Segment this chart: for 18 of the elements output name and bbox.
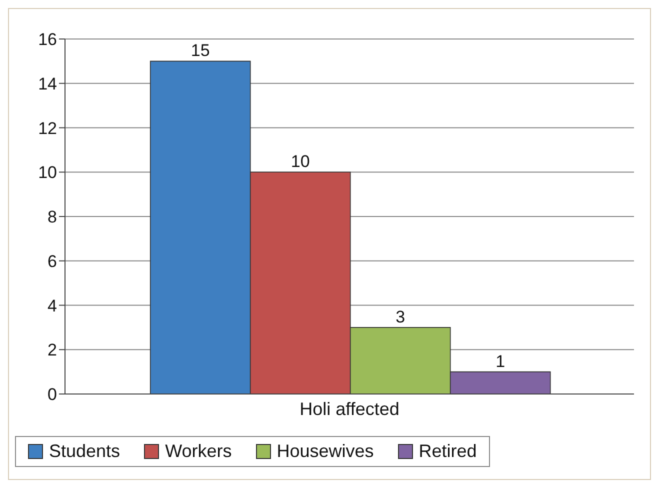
data-label: 1	[496, 352, 506, 371]
y-tick-label: 16	[38, 30, 57, 50]
data-label: 10	[290, 152, 310, 172]
y-tick-label: 2	[48, 340, 57, 360]
legend-label: Workers	[164, 441, 232, 462]
y-tick-label: 10	[38, 163, 57, 182]
y-tick-label: 12	[38, 118, 57, 138]
y-tick-label: 4	[48, 296, 57, 316]
legend-label: Students	[48, 441, 120, 462]
data-label: 15	[190, 41, 210, 60]
legend-label: Retired	[418, 441, 477, 462]
y-tick-label: 6	[48, 252, 57, 271]
y-tick-label: 8	[48, 208, 57, 227]
legend-label: Housewives	[276, 441, 374, 462]
y-tick-label: 14	[38, 74, 57, 94]
y-tick-label: 0	[48, 385, 57, 404]
x-tick-label: Holi affected	[300, 398, 400, 419]
data-label: 3	[396, 307, 406, 326]
